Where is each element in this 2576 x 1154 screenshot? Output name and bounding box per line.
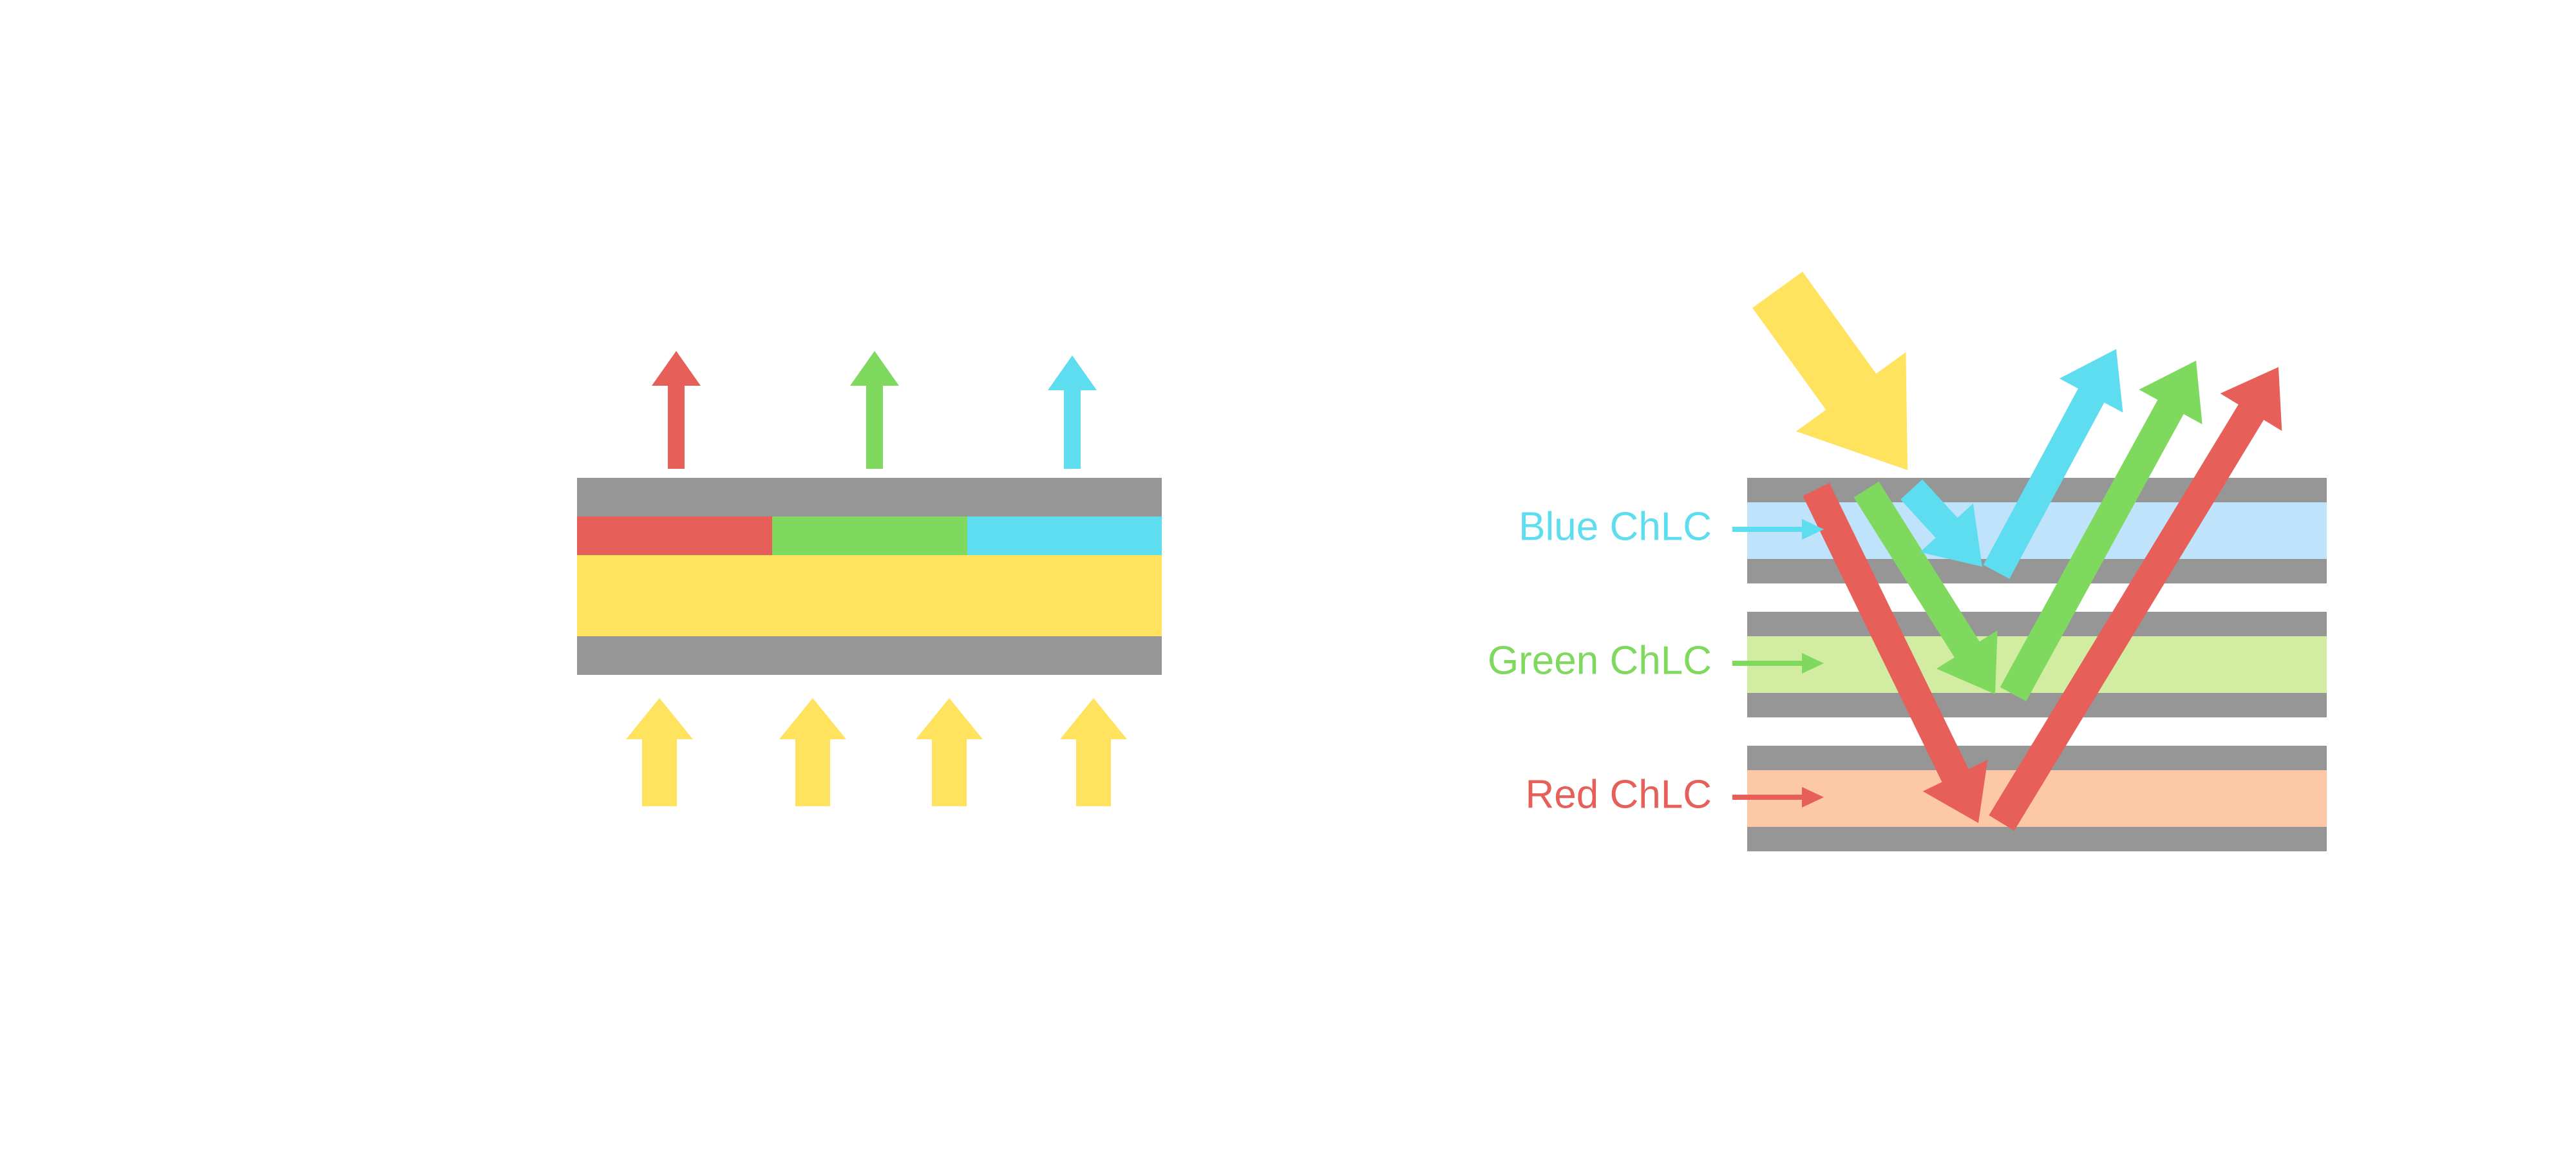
backlight-ray-3 <box>916 698 983 806</box>
red-label-leader-arrow <box>1732 787 1824 808</box>
red-chlc-cell <box>1747 746 2327 851</box>
green-chlc-label: Green ChLC <box>1488 638 1712 683</box>
left-top-electrode-layer <box>577 478 1162 516</box>
left-bottom-electrode-layer <box>577 636 1162 675</box>
backlight-layer <box>577 555 1162 636</box>
backlight-ray-2 <box>779 698 846 806</box>
red-ray-downward <box>1803 482 1988 823</box>
emitted-green-arrow <box>850 351 899 469</box>
emitted-red-arrow <box>652 351 701 469</box>
light-ray-paths <box>1803 349 2282 831</box>
green-ray-downward <box>1853 481 1998 694</box>
blue-ray-upward <box>1983 349 2123 579</box>
right-panel-reflective-stack: Blue ChLC Green ChLC Red ChLC <box>1488 271 2327 851</box>
blue-chlc-label: Blue ChLC <box>1519 504 1712 549</box>
blue-ray-downward <box>1900 479 1982 567</box>
backlight-arrows <box>626 698 1127 806</box>
backlight-ray-1 <box>626 698 693 806</box>
red-cell-bottom-electrode <box>1747 827 2327 851</box>
color-filter-red-segment <box>577 516 772 555</box>
red-ray-upward <box>1989 367 2282 831</box>
red-chlc-label: Red ChLC <box>1526 772 1712 817</box>
color-filter-blue-segment <box>967 516 1162 555</box>
blue-label-leader-arrow <box>1732 519 1824 540</box>
cell-labels: Blue ChLC Green ChLC Red ChLC <box>1488 504 1824 817</box>
emitted-blue-arrow <box>1048 355 1097 469</box>
ambient-light-arrow <box>1752 271 1908 470</box>
green-cell-bottom-electrode <box>1747 693 2327 717</box>
green-label-leader-arrow <box>1732 653 1824 674</box>
color-filter-green-segment <box>772 516 967 555</box>
emitted-light-arrows <box>652 351 1097 469</box>
left-panel-emissive-stack <box>577 351 1162 806</box>
green-ray-upward <box>2000 361 2202 702</box>
blue-cell-bottom-electrode <box>1747 559 2327 583</box>
backlight-ray-4 <box>1060 698 1127 806</box>
